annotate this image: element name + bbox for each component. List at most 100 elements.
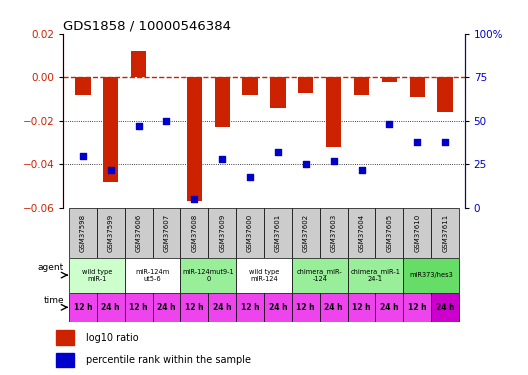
Bar (56, 330, 74, 345)
Bar (292, 208, 320, 258)
Bar (375, 292, 403, 322)
Point (441, 139, 449, 145)
Bar (187, 77, 202, 201)
Point (79, 153, 87, 159)
Point (385, 122, 394, 128)
Text: GSM37602: GSM37602 (303, 214, 309, 252)
Text: 24 h: 24 h (157, 303, 176, 312)
Bar (181, 208, 208, 258)
Text: miR373/hes3: miR373/hes3 (409, 272, 453, 278)
Bar (431, 208, 459, 258)
Bar (431, 292, 459, 322)
Bar (347, 258, 403, 292)
Bar (208, 208, 236, 258)
Text: log10 ratio: log10 ratio (86, 333, 139, 342)
Point (246, 174, 254, 180)
Point (274, 149, 282, 155)
Bar (153, 292, 181, 322)
Bar (97, 292, 125, 322)
Text: GSM37604: GSM37604 (359, 214, 364, 252)
Point (190, 196, 199, 202)
Point (301, 161, 310, 167)
Text: 24 h: 24 h (324, 303, 343, 312)
Point (218, 156, 227, 162)
Text: wild type
miR-124: wild type miR-124 (249, 268, 279, 282)
Text: 12 h: 12 h (241, 303, 259, 312)
Bar (438, 77, 453, 112)
Bar (131, 51, 146, 77)
Text: miR-124mut9-1
0: miR-124mut9-1 0 (183, 268, 234, 282)
Text: GDS1858 / 10000546384: GDS1858 / 10000546384 (63, 20, 231, 33)
Text: GSM37598: GSM37598 (80, 214, 86, 252)
Text: GSM37609: GSM37609 (219, 214, 225, 252)
Bar (208, 292, 236, 322)
Bar (97, 208, 125, 258)
Text: GSM37607: GSM37607 (164, 214, 169, 252)
Bar (270, 77, 286, 108)
Bar (347, 292, 375, 322)
Bar (326, 77, 341, 147)
Text: 12 h: 12 h (297, 303, 315, 312)
Bar (320, 292, 347, 322)
Bar (375, 208, 403, 258)
Bar (264, 292, 292, 322)
Bar (236, 292, 264, 322)
Text: agent: agent (37, 263, 64, 272)
Bar (236, 208, 264, 258)
Bar (320, 208, 347, 258)
Bar (181, 258, 236, 292)
Text: 24 h: 24 h (436, 303, 455, 312)
Point (162, 118, 171, 124)
Bar (292, 258, 347, 292)
Bar (292, 292, 320, 322)
Bar (298, 77, 314, 93)
Bar (242, 77, 258, 95)
Text: GSM37601: GSM37601 (275, 214, 281, 252)
Text: 12 h: 12 h (73, 303, 92, 312)
Text: GSM37611: GSM37611 (442, 214, 448, 252)
Bar (403, 258, 459, 292)
Point (329, 158, 338, 164)
Bar (410, 77, 425, 97)
Text: 24 h: 24 h (213, 303, 231, 312)
Bar (354, 77, 369, 95)
Bar (103, 77, 118, 182)
Bar (403, 208, 431, 258)
Bar (236, 258, 292, 292)
Bar (264, 208, 292, 258)
Bar (69, 208, 97, 258)
Bar (153, 208, 181, 258)
Bar (125, 258, 181, 292)
Text: GSM37610: GSM37610 (414, 214, 420, 252)
Text: 24 h: 24 h (380, 303, 399, 312)
Bar (403, 292, 431, 322)
Point (107, 166, 115, 172)
Text: GSM37605: GSM37605 (386, 214, 392, 252)
Text: GSM37606: GSM37606 (136, 214, 142, 252)
Text: wild type
miR-1: wild type miR-1 (82, 268, 112, 282)
Point (413, 139, 421, 145)
Text: GSM37599: GSM37599 (108, 214, 114, 252)
Text: 24 h: 24 h (101, 303, 120, 312)
Text: 12 h: 12 h (352, 303, 371, 312)
Point (357, 166, 366, 172)
Text: miR-124m
ut5-6: miR-124m ut5-6 (135, 268, 169, 282)
Bar (347, 208, 375, 258)
Bar (56, 353, 74, 367)
Text: GSM37600: GSM37600 (247, 214, 253, 252)
Text: GSM37608: GSM37608 (191, 214, 197, 252)
Bar (75, 77, 90, 95)
Bar (69, 292, 97, 322)
Bar (382, 77, 397, 82)
Text: 12 h: 12 h (129, 303, 148, 312)
Text: 12 h: 12 h (408, 303, 427, 312)
Text: percentile rank within the sample: percentile rank within the sample (86, 355, 251, 365)
Text: chimera_miR-
-124: chimera_miR- -124 (297, 268, 343, 282)
Text: time: time (43, 296, 64, 305)
Point (134, 123, 143, 129)
Bar (125, 292, 153, 322)
Text: GSM37603: GSM37603 (331, 214, 337, 252)
Text: 24 h: 24 h (269, 303, 287, 312)
Bar (181, 292, 208, 322)
Bar (214, 77, 230, 128)
